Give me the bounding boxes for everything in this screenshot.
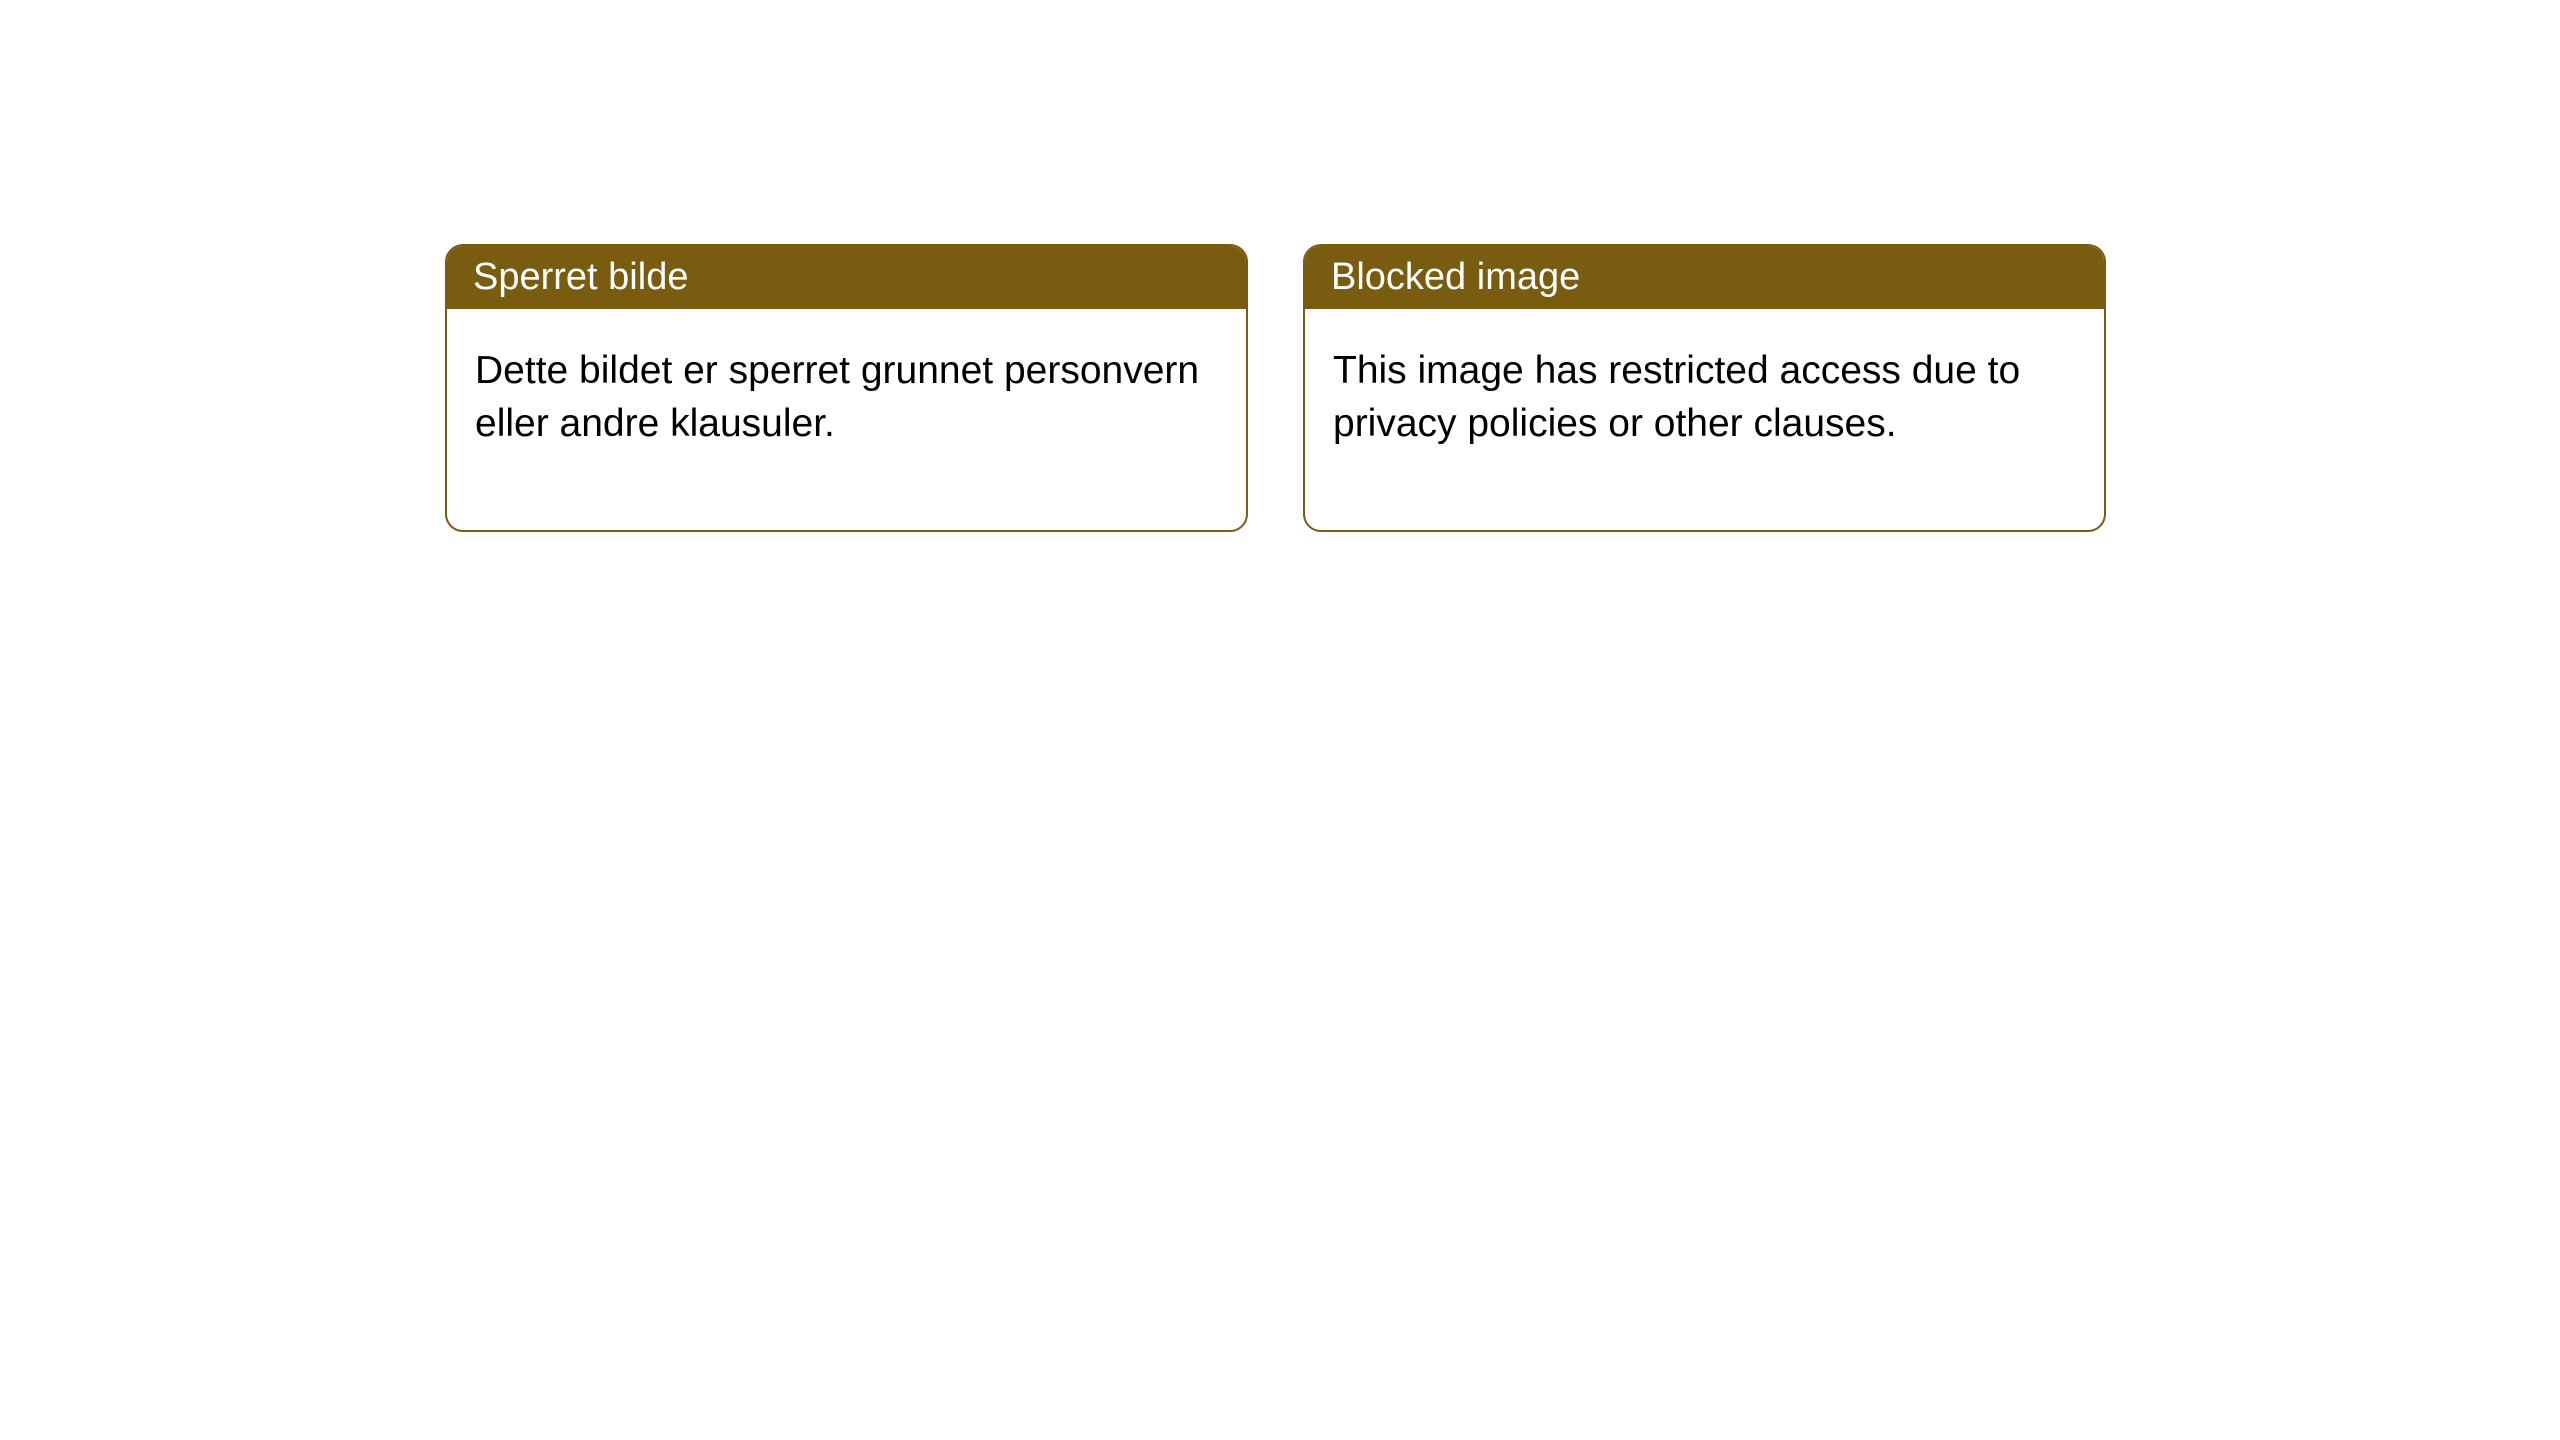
card-header: Blocked image bbox=[1305, 246, 2104, 309]
card-body: This image has restricted access due to … bbox=[1305, 309, 2104, 530]
card-header: Sperret bilde bbox=[447, 246, 1246, 309]
notice-card-norwegian: Sperret bilde Dette bildet er sperret gr… bbox=[445, 244, 1248, 532]
notice-card-english: Blocked image This image has restricted … bbox=[1303, 244, 2106, 532]
notice-cards-container: Sperret bilde Dette bildet er sperret gr… bbox=[0, 0, 2560, 532]
card-body: Dette bildet er sperret grunnet personve… bbox=[447, 309, 1246, 530]
card-title: Blocked image bbox=[1331, 256, 1580, 298]
card-body-text: This image has restricted access due to … bbox=[1333, 349, 2020, 445]
card-title: Sperret bilde bbox=[473, 256, 688, 298]
card-body-text: Dette bildet er sperret grunnet personve… bbox=[475, 349, 1199, 445]
